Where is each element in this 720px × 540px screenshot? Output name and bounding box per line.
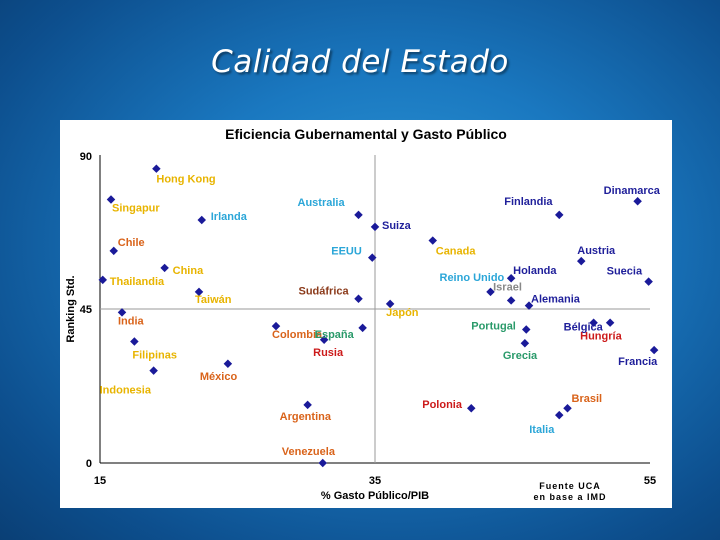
- chart-panel: Eficiencia Gubernamental y Gasto Público…: [60, 120, 672, 508]
- data-point-label: Indonesia: [100, 385, 152, 397]
- data-point-label: Colombia: [272, 329, 323, 341]
- data-point-label: Suiza: [382, 220, 412, 232]
- data-point-label: Francia: [618, 356, 658, 368]
- data-point-label: Filipinas: [132, 350, 177, 362]
- data-point-marker: [428, 236, 437, 245]
- data-point-marker: [223, 359, 233, 368]
- data-point-label: Holanda: [513, 265, 557, 277]
- chart-title: Eficiencia Gubernamental y Gasto Público: [225, 126, 507, 142]
- data-point-label: Finlandia: [504, 196, 553, 208]
- data-point-marker: [506, 296, 516, 305]
- data-point-marker: [563, 404, 572, 413]
- data-point-label: Irlanda: [211, 211, 248, 223]
- data-point-marker: [385, 299, 395, 309]
- data-point-label: Israel: [493, 281, 522, 293]
- y-tick-label-45: 45: [80, 304, 92, 316]
- scatter-chart: Eficiencia Gubernamental y Gasto Público…: [65, 126, 661, 502]
- data-point-marker: [318, 458, 327, 468]
- data-point-label: Japón: [386, 307, 419, 319]
- data-point-label: Thailandia: [110, 276, 165, 288]
- data-point-label: Polonia: [422, 399, 463, 411]
- data-point-label: Chile: [118, 237, 145, 249]
- data-point-marker: [467, 404, 476, 413]
- data-point-label: Bélgica: [564, 322, 604, 334]
- data-point-label: Venezuela: [282, 446, 336, 458]
- y-tick-label-0: 0: [86, 458, 92, 470]
- x-axis-label: % Gasto Público/PIB: [321, 490, 429, 502]
- slide-title: Calidad del Estado: [211, 44, 509, 80]
- data-point-marker: [555, 410, 564, 420]
- data-point-label: Portugal: [471, 321, 516, 333]
- data-point-marker: [354, 210, 363, 220]
- x-tick-label-55: 55: [644, 475, 656, 487]
- y-tick-label-90: 90: [80, 151, 92, 163]
- x-tick-label-15: 15: [94, 475, 106, 487]
- data-point-marker: [109, 246, 118, 256]
- data-point-marker: [194, 287, 204, 297]
- data-point-marker: [370, 222, 380, 232]
- data-point-label: Hong Kong: [156, 174, 215, 186]
- data-point-label: Italia: [529, 424, 555, 436]
- data-point-label: China: [173, 265, 204, 277]
- data-point-marker: [605, 318, 615, 327]
- data-point-marker: [152, 164, 161, 173]
- data-points: [98, 164, 659, 468]
- data-point-marker: [649, 345, 659, 355]
- data-point-label: Singapur: [112, 202, 160, 214]
- data-point-label: Australia: [298, 197, 346, 209]
- data-point-label: México: [200, 371, 238, 383]
- data-point-marker: [520, 338, 530, 348]
- data-labels: Hong Kong Singapur Irlanda Chile China Thaila…: [100, 174, 661, 458]
- data-point-label: Taiwán: [195, 294, 232, 306]
- y-axis-label: Ranking Std.: [65, 275, 77, 342]
- data-point-label: Alemania: [531, 294, 581, 306]
- data-point-label: Brasil: [572, 393, 603, 405]
- data-point-marker: [486, 287, 495, 297]
- data-point-marker: [368, 253, 377, 262]
- data-point-marker: [319, 335, 329, 345]
- data-point-label: Suecia: [607, 266, 643, 278]
- source-note-line-1: Fuente UCA: [539, 481, 601, 491]
- x-tick-label-35: 35: [369, 475, 381, 487]
- data-point-marker: [149, 366, 158, 375]
- data-point-label: Grecia: [503, 350, 538, 362]
- data-point-marker: [522, 325, 531, 334]
- data-point-marker: [271, 321, 281, 331]
- data-point-marker: [130, 337, 139, 346]
- data-point-label: Hungría: [580, 331, 622, 343]
- data-point-marker: [160, 263, 169, 273]
- data-point-label: EEUU: [331, 246, 362, 258]
- data-point-marker: [555, 210, 564, 220]
- data-point-marker: [303, 400, 312, 410]
- source-note-line-2: en base a IMD: [533, 492, 606, 502]
- data-point-label: Canada: [436, 246, 477, 258]
- data-point-label: Dinamarca: [604, 185, 661, 197]
- data-point-label: España: [315, 329, 355, 341]
- data-point-label: Austria: [577, 245, 616, 257]
- data-point-marker: [197, 215, 206, 225]
- data-point-label: Rusia: [313, 347, 344, 359]
- data-point-marker: [354, 294, 363, 303]
- data-point-marker: [633, 196, 642, 206]
- data-point-label: India: [118, 315, 145, 327]
- data-point-label: Sudáfrica: [299, 286, 350, 298]
- data-point-label: Argentina: [280, 411, 332, 423]
- data-point-marker: [358, 323, 367, 333]
- data-point-label: Reino Unido: [440, 272, 505, 284]
- data-point-marker: [644, 277, 653, 286]
- data-point-marker: [577, 256, 586, 266]
